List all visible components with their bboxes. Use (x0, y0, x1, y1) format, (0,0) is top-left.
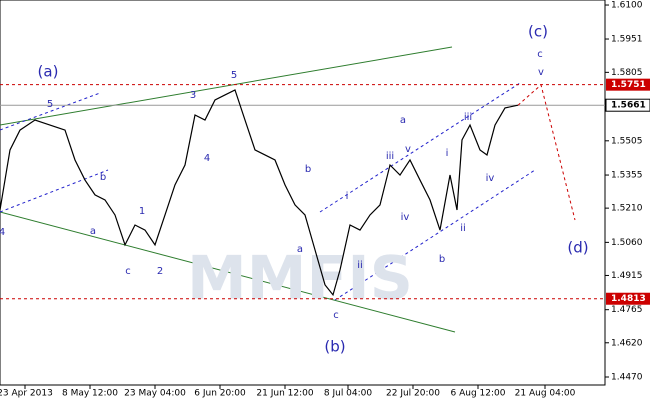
wave-label: a (297, 244, 303, 255)
wave-label: 5 (47, 99, 53, 110)
wave-label: iv (401, 212, 410, 223)
watermark: MMFIS (187, 244, 413, 314)
y-tick-label: 1.5060 (611, 238, 643, 248)
wave-label: b (439, 254, 445, 265)
x-tick-label: 6 Aug 12:00 (451, 389, 506, 399)
wave-label: v (538, 67, 544, 78)
y-tick-label: 1.5210 (611, 204, 643, 214)
wave-label: i (446, 148, 449, 159)
y-tick-label: 1.5951 (611, 35, 643, 45)
x-tick-label: 8 May 12:00 (62, 389, 118, 399)
wave-label: (d) (567, 239, 588, 257)
x-tick-label: 22 Jul 20:00 (386, 389, 440, 399)
wave-label: 1 (139, 206, 145, 217)
wave-label: a (400, 115, 406, 126)
y-tick-label: 1.5805 (611, 68, 643, 78)
wave-label: c (333, 310, 339, 321)
trend-lines (0, 46, 536, 333)
forecast-line (517, 83, 576, 221)
wave-label: b (305, 164, 311, 175)
y-tick-label: 1.4620 (611, 338, 643, 348)
level-label: 1.4813 (611, 294, 646, 304)
wave-label: b (100, 172, 106, 183)
x-tick-label: 21 Jun 12:00 (256, 389, 313, 399)
wave-label: (a) (38, 63, 59, 81)
wave-label: iii (464, 112, 472, 123)
wave-label: v (405, 144, 411, 155)
channel-line (319, 82, 521, 213)
wave-label: a (90, 226, 96, 237)
x-tick-label: 23 May 04:00 (124, 389, 186, 399)
wave-label: iv (486, 173, 495, 184)
wave-label: c (537, 49, 543, 60)
trend-line (0, 211, 456, 333)
level-box (605, 98, 650, 112)
y-tick-label: 1.5505 (611, 136, 643, 146)
level-label: 1.5751 (611, 80, 646, 90)
wave-label: ii (357, 260, 363, 271)
level-box (606, 78, 650, 91)
trend-line (0, 46, 453, 126)
level-label: 1.5661 (611, 101, 646, 111)
wave-label: ii (460, 223, 466, 234)
wave-label: 3 (190, 90, 196, 101)
x-tick-label: 21 Aug 04:00 (515, 389, 576, 399)
channel-line (334, 169, 536, 301)
wave-label: 4 (0, 227, 5, 238)
price-line (0, 89, 519, 297)
wave-label: c (125, 266, 131, 277)
y-tick-label: 1.4765 (611, 305, 643, 315)
y-tick-label: 1.4915 (611, 271, 643, 281)
level-box (606, 292, 650, 305)
plot-area (0, 0, 606, 386)
wave-label: 2 (157, 266, 163, 277)
x-tick-label: 6 Jun 20:00 (194, 389, 246, 399)
channel-line (0, 169, 109, 213)
wave-label: iii (386, 151, 394, 162)
wave-label: 4 (204, 153, 210, 164)
x-tick-label: 8 Jul 04:00 (324, 389, 373, 399)
y-tick-label: 1.6100 (611, 1, 643, 11)
y-tick-label: 1.5355 (611, 171, 643, 181)
x-tick-label: 23 Apr 2013 (0, 389, 53, 399)
wave-label: 5 (231, 70, 237, 81)
y-tick-label: 1.4470 (611, 373, 643, 383)
wave-label: (b) (324, 338, 345, 356)
wave-label: i (346, 191, 349, 202)
wave-label: (c) (528, 23, 548, 41)
